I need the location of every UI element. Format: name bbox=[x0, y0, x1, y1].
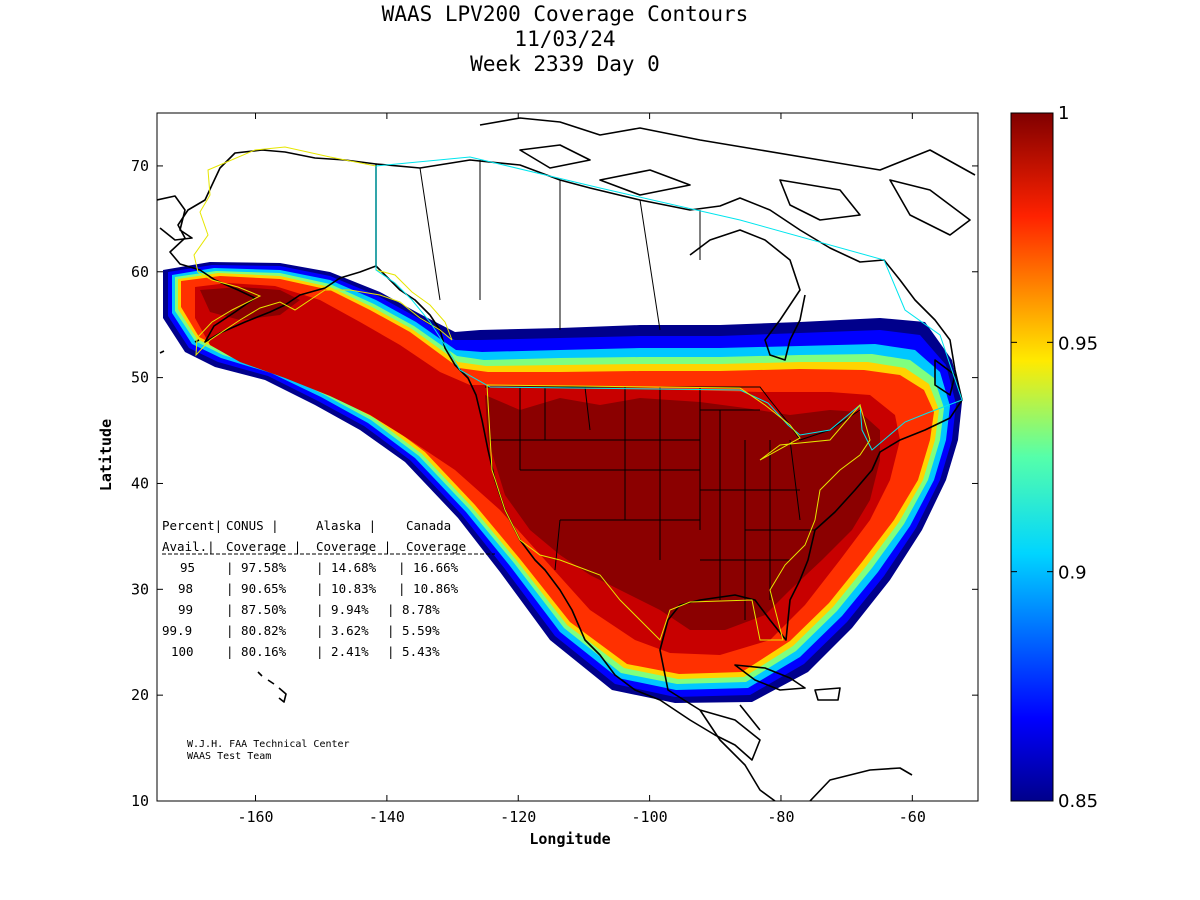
chart-title-line-2: 11/03/24 bbox=[514, 27, 616, 51]
y-tick-label: 10 bbox=[131, 792, 149, 810]
table-cell: 99.9 bbox=[162, 623, 192, 638]
table-cell: | 80.16% bbox=[226, 644, 287, 659]
coverage-full-alaska bbox=[200, 287, 300, 320]
table-header-cell: CONUS | bbox=[226, 518, 279, 533]
x-tick-label: -80 bbox=[767, 808, 794, 826]
x-tick-label: -100 bbox=[632, 808, 668, 826]
table-cell: | 9.94% bbox=[316, 602, 369, 617]
x-axis-label: Longitude bbox=[529, 830, 610, 848]
map-plot-area bbox=[157, 113, 978, 801]
table-header-cell: Coverage | bbox=[316, 539, 391, 554]
y-tick-label: 20 bbox=[131, 686, 149, 704]
colorbar: 0.85 0.9 0.95 1 bbox=[1010, 103, 1098, 812]
hawaii-islands bbox=[257, 671, 287, 703]
table-cell: | 90.65% bbox=[226, 581, 287, 596]
y-tick-label: 50 bbox=[131, 369, 149, 387]
coverage-table-header: Percent| CONUS | Alaska | Canada Avail.|… bbox=[162, 518, 466, 554]
russia-coastline bbox=[157, 195, 193, 241]
x-tick-label: -160 bbox=[237, 808, 273, 826]
x-axis: -160 -140 -120 -100 -80 -60 bbox=[237, 113, 926, 826]
colorbar-tick-label: 1 bbox=[1058, 103, 1069, 124]
table-cell: | 97.58% bbox=[226, 560, 287, 575]
hispaniola-coastline bbox=[814, 687, 841, 701]
table-header-cell: Percent| bbox=[162, 518, 222, 533]
cuba-coastline bbox=[734, 664, 806, 691]
colorbar-tick-label: 0.85 bbox=[1058, 791, 1098, 812]
arctic-islands-coastline bbox=[479, 117, 976, 236]
y-tick-label: 70 bbox=[131, 157, 149, 175]
chart-title-line-1: WAAS LPV200 Coverage Contours bbox=[381, 2, 749, 26]
table-cell: | 10.83% bbox=[316, 581, 377, 596]
hudson-bay-coastline bbox=[689, 229, 806, 361]
table-cell: | 14.68% bbox=[316, 560, 377, 575]
colorbar-ticks: 0.85 0.9 0.95 1 bbox=[1011, 103, 1098, 812]
table-header-cell: Coverage bbox=[406, 539, 466, 554]
coverage-table: Percent| CONUS | Alaska | Canada Avail.|… bbox=[162, 518, 495, 659]
y-axis-label: Latitude bbox=[97, 419, 115, 491]
table-header-cell: Canada bbox=[406, 518, 451, 533]
colorbar-tick-label: 0.9 bbox=[1058, 563, 1087, 584]
y-tick-label: 30 bbox=[131, 580, 149, 598]
table-cell: | 80.82% bbox=[226, 623, 287, 638]
table-cell: | 3.62% bbox=[316, 623, 369, 638]
table-cell: 95 bbox=[180, 560, 195, 575]
table-header-cell: Alaska | bbox=[316, 518, 376, 533]
alaska-service-area bbox=[193, 146, 453, 357]
x-tick-label: -140 bbox=[369, 808, 405, 826]
credit-line-2: WAAS Test Team bbox=[187, 751, 271, 762]
conus-service-area bbox=[486, 384, 871, 641]
table-header-cell: Coverage | bbox=[226, 539, 301, 554]
colorbar-gradient bbox=[1010, 112, 1054, 802]
table-cell: | 2.41% bbox=[316, 644, 369, 659]
colorbar-tick-label: 0.95 bbox=[1058, 333, 1098, 354]
newfoundland-coastline bbox=[934, 359, 956, 396]
y-tick-label: 40 bbox=[131, 474, 149, 492]
coverage-contours bbox=[163, 262, 962, 703]
table-cell: | 8.78% bbox=[387, 602, 440, 617]
table-cell: 100 bbox=[171, 644, 194, 659]
y-axis: 10 20 30 40 50 60 70 bbox=[131, 157, 978, 810]
service-areas bbox=[193, 146, 963, 641]
table-cell: 98 bbox=[178, 581, 193, 596]
x-tick-label: -120 bbox=[500, 808, 536, 826]
canada-service-area bbox=[375, 156, 963, 451]
central-america-coastline bbox=[699, 704, 776, 801]
canada-province-lines bbox=[419, 160, 701, 331]
table-header-cell: Avail.| bbox=[162, 539, 215, 554]
table-cell: | 5.43% bbox=[387, 644, 440, 659]
table-cell: | 16.66% bbox=[398, 560, 459, 575]
coverage-table-rows: 95 | 97.58% | 14.68% | 16.66% 98 | 90.65% | 10… bbox=[162, 560, 459, 659]
y-tick-label: 60 bbox=[131, 263, 149, 281]
table-cell: | 87.50% bbox=[226, 602, 287, 617]
south-america-coastline bbox=[809, 767, 913, 801]
x-tick-label: -60 bbox=[899, 808, 926, 826]
us-state-lines bbox=[490, 386, 815, 620]
axes-frame bbox=[156, 112, 979, 802]
chart-title-line-3: Week 2339 Day 0 bbox=[470, 52, 660, 76]
table-cell: 99 bbox=[178, 602, 193, 617]
table-cell: | 10.86% bbox=[398, 581, 459, 596]
table-cell: | 5.59% bbox=[387, 623, 440, 638]
credit-line-1: W.J.H. FAA Technical Center bbox=[187, 739, 350, 750]
